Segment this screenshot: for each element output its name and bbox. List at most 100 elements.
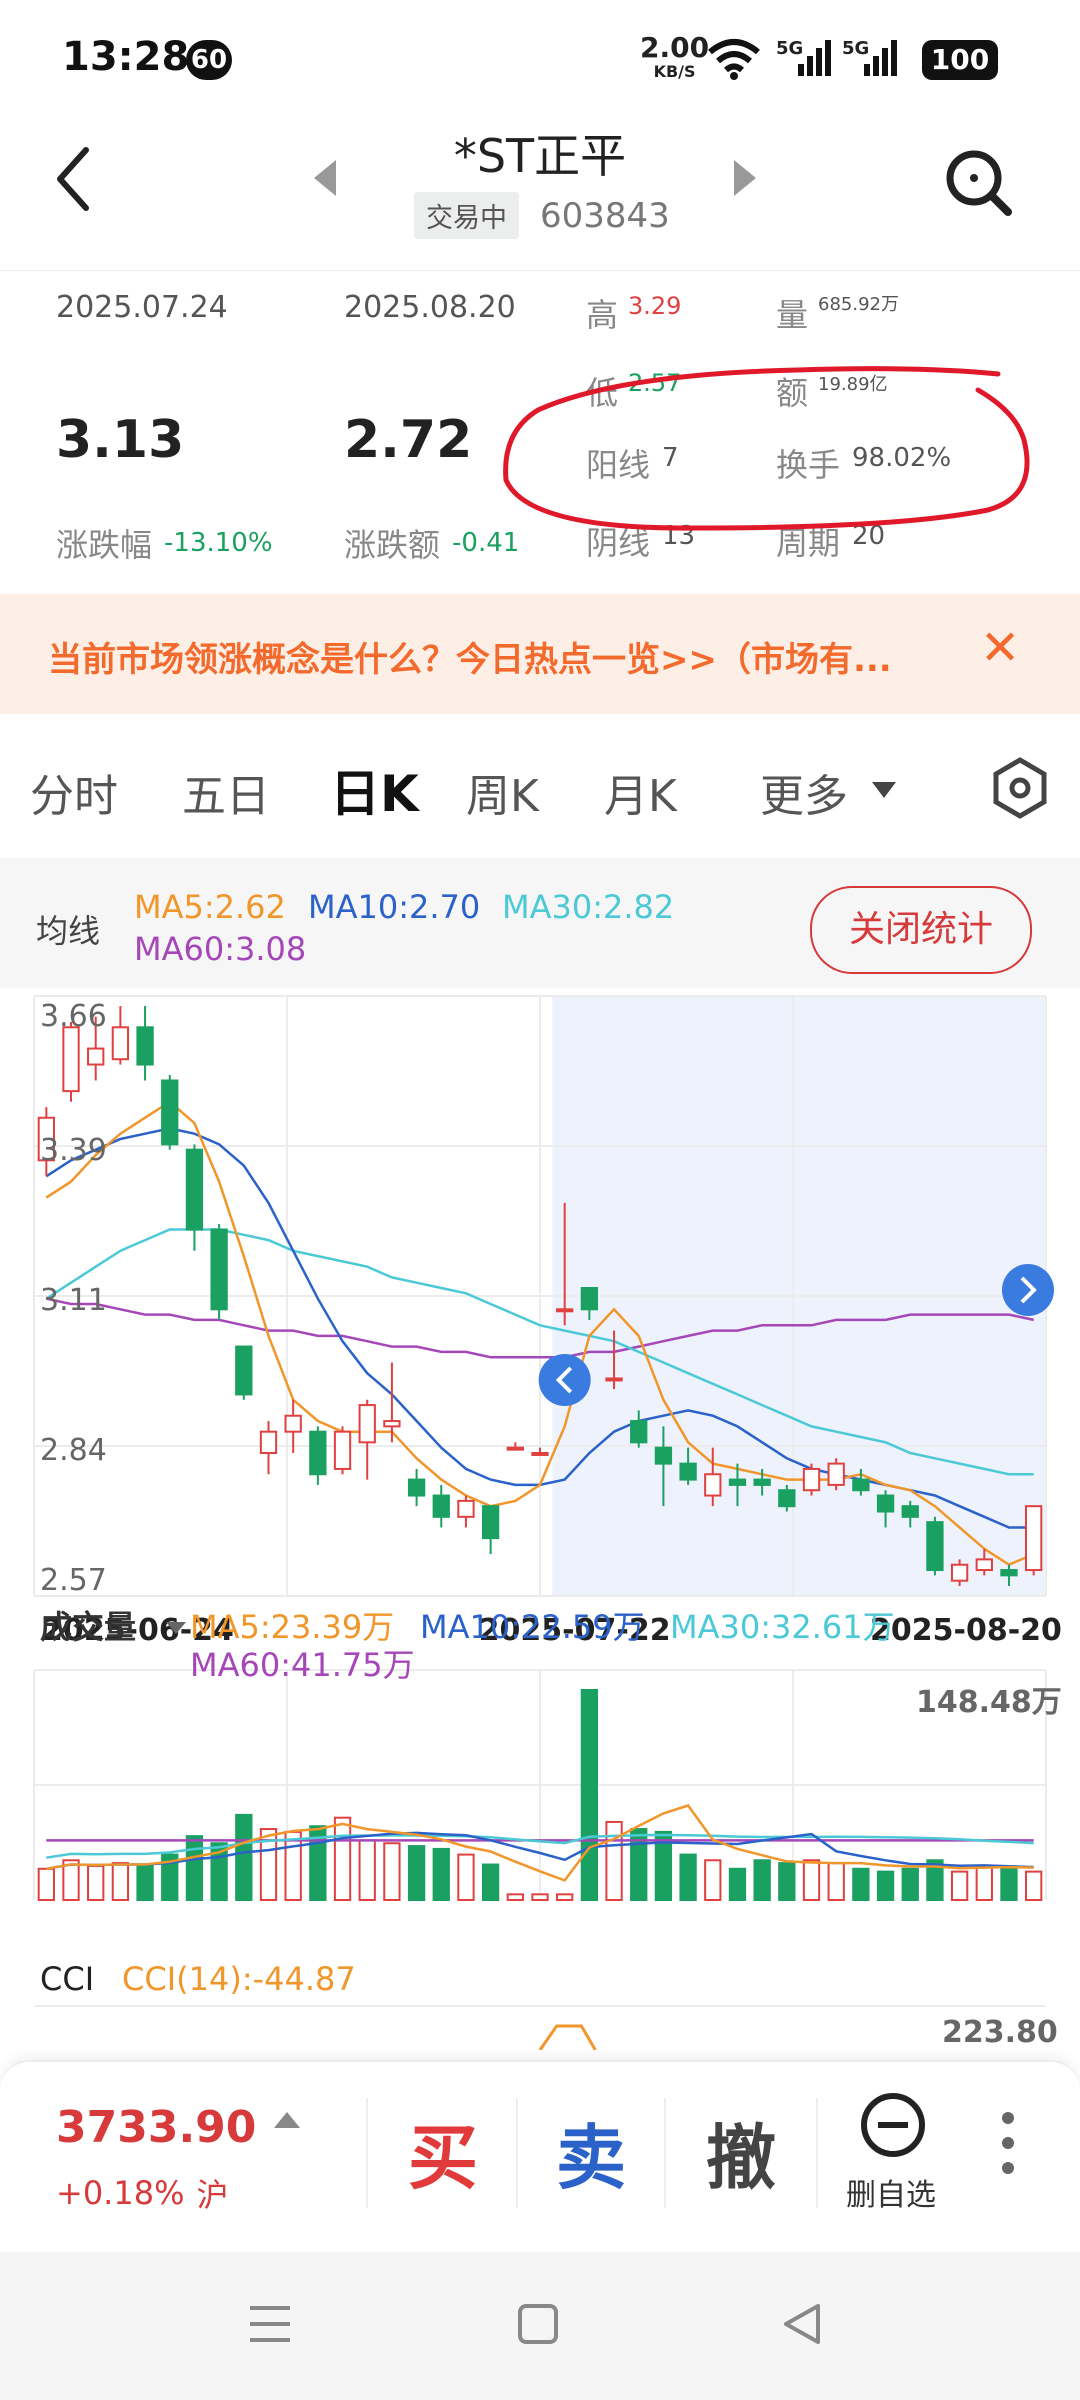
candle (901, 1505, 919, 1518)
vol-ma30-line (46, 1833, 1034, 1859)
stat-yang: 阳线 7 (586, 440, 679, 486)
caret-up-icon[interactable] (272, 2110, 302, 2130)
candle (136, 1026, 154, 1066)
candle (975, 1558, 993, 1572)
volume-bar (975, 1864, 993, 1901)
chart-canvas[interactable]: 3.66 3.39 3.11 2.84 2.57 2025-06-24 2025-07-22… (0, 990, 1080, 2051)
volume-bar (37, 1867, 55, 1902)
candle (407, 1478, 426, 1497)
volume-bar (753, 1859, 771, 1901)
y-tick-label: 2.57 (40, 1563, 107, 1598)
stat-amount-value: 19.89亿 (818, 374, 888, 395)
volume-bar (481, 1863, 500, 1902)
candle (876, 1494, 895, 1513)
hot-topic-banner[interactable]: 当前市场领涨概念是什么？今日热点一览>>（市场有... ✕ (0, 594, 1080, 714)
candle (753, 1478, 771, 1486)
volume-bar (506, 1893, 524, 1902)
vol-ma5-value: MA5:23.39万 (190, 1608, 394, 1646)
home-icon[interactable] (516, 2302, 560, 2346)
signal-icon-2 (864, 40, 897, 76)
cancel-order-button[interactable]: 撤 (706, 2117, 776, 2199)
volume-bar (580, 1689, 599, 1901)
candle (457, 1499, 475, 1518)
candle (62, 1026, 80, 1093)
prev-stock-icon[interactable] (310, 156, 340, 200)
stat-volume: 量 685.92万 (776, 290, 899, 336)
more-vert-icon[interactable] (996, 2108, 1020, 2178)
network-speed: 2.00 KB/S (640, 34, 709, 84)
tab-monthly-k[interactable]: 月K (604, 771, 677, 822)
volume-bar (407, 1845, 426, 1901)
stat-turnover-value: 98.02% (852, 443, 952, 473)
y-tick-label: 3.39 (40, 1133, 107, 1168)
banner-text[interactable]: 当前市场领涨概念是什么？今日热点一览>>（市场有... (48, 640, 892, 680)
volume-bar (926, 1859, 944, 1901)
volume-bar (383, 1842, 401, 1901)
cci-max-label: 223.80 (942, 2015, 1058, 2050)
trade-status-badge: 交易中 (414, 192, 519, 239)
index-change[interactable]: +0.18% 沪 (56, 2170, 228, 2216)
remove-favorite-label[interactable]: 删自选 (846, 2178, 936, 2213)
tab-daily-k[interactable]: 日K (330, 765, 419, 823)
k-line-chart[interactable]: 3.66 3.39 3.11 2.84 2.57 2025-06-24 2025-07-22… (0, 990, 1080, 2051)
tab-intraday[interactable]: 分时 (30, 771, 118, 822)
volume-bar (432, 1847, 450, 1902)
stat-amount: 额 19.89亿 (776, 368, 888, 414)
volume-bar (1000, 1867, 1018, 1902)
annotation-circle (503, 366, 1030, 531)
volume-bar (358, 1839, 376, 1901)
divider (366, 2098, 368, 2208)
candle (950, 1563, 969, 1582)
tab-five-day[interactable]: 五日 (182, 771, 270, 822)
search-icon[interactable] (940, 144, 1016, 220)
range-stats-panel: 2025.07.24 2025.08.20 3.13 2.72 涨跌幅 -13.… (0, 272, 1080, 592)
stat-high-value: 3.29 (628, 292, 682, 320)
stock-header: *ST正平 交易中 603843 (0, 120, 1080, 271)
settings-hex-icon[interactable] (990, 756, 1050, 820)
volume-bar (852, 1867, 870, 1902)
change-amount-label: 涨跌额 (344, 526, 441, 564)
index-value[interactable]: 3733.90 (56, 2102, 257, 2153)
close-stats-button[interactable]: 关闭统计 (810, 886, 1032, 974)
volume-bar (704, 1859, 722, 1901)
volume-bar (87, 1864, 105, 1901)
stat-amount-label: 额 (776, 374, 809, 412)
volume-bar (827, 1862, 845, 1901)
candle (630, 1420, 648, 1444)
volume-dropdown-icon (166, 1622, 186, 1634)
sell-button[interactable]: 卖 (556, 2117, 626, 2199)
range-start-price: 3.13 (56, 410, 185, 470)
banner-close-icon[interactable]: ✕ (980, 620, 1021, 676)
tab-more[interactable]: 更多 (760, 771, 848, 822)
candle (605, 1377, 623, 1382)
volume-max-label: 148.48万 (916, 1685, 1062, 1720)
candle (210, 1228, 228, 1311)
volume-bar (284, 1830, 302, 1902)
range-end-price: 2.72 (344, 410, 473, 470)
candle (111, 1026, 130, 1061)
vol-ma5-line (46, 1804, 1034, 1882)
trade-bar: 3733.90 +0.18% 沪 买 卖 撤 删自选 (0, 2060, 1080, 2252)
y-tick-label: 3.11 (40, 1283, 107, 1318)
volume-bar (901, 1867, 919, 1902)
candle (1025, 1505, 1043, 1572)
ma-legend: 均线 MA5:2.62 MA10:2.70 MA30:2.82 MA60:3.0… (0, 858, 1080, 988)
remove-favorite-icon[interactable] (858, 2090, 928, 2160)
stat-period-label: 周期 (776, 524, 841, 562)
stat-yang-value: 7 (662, 443, 679, 473)
candle (161, 1079, 179, 1146)
tab-weekly-k[interactable]: 周K (466, 771, 539, 822)
candle (185, 1148, 204, 1231)
next-stock-icon[interactable] (730, 156, 760, 200)
vol-ma10-line (46, 1831, 1034, 1871)
chevron-down-icon[interactable] (870, 780, 898, 800)
back-icon[interactable] (48, 144, 98, 214)
candle (580, 1287, 599, 1311)
range-start-handle (538, 1354, 591, 1406)
cci-value: CCI(14):-44.87 (122, 1960, 356, 1998)
back-nav-icon[interactable] (780, 2300, 824, 2348)
buy-button[interactable]: 买 (408, 2117, 478, 2199)
volume-bar (62, 1859, 80, 1901)
x-tick-label: 2025-08-20 (870, 1613, 1062, 1648)
recent-apps-icon[interactable] (248, 2302, 292, 2346)
